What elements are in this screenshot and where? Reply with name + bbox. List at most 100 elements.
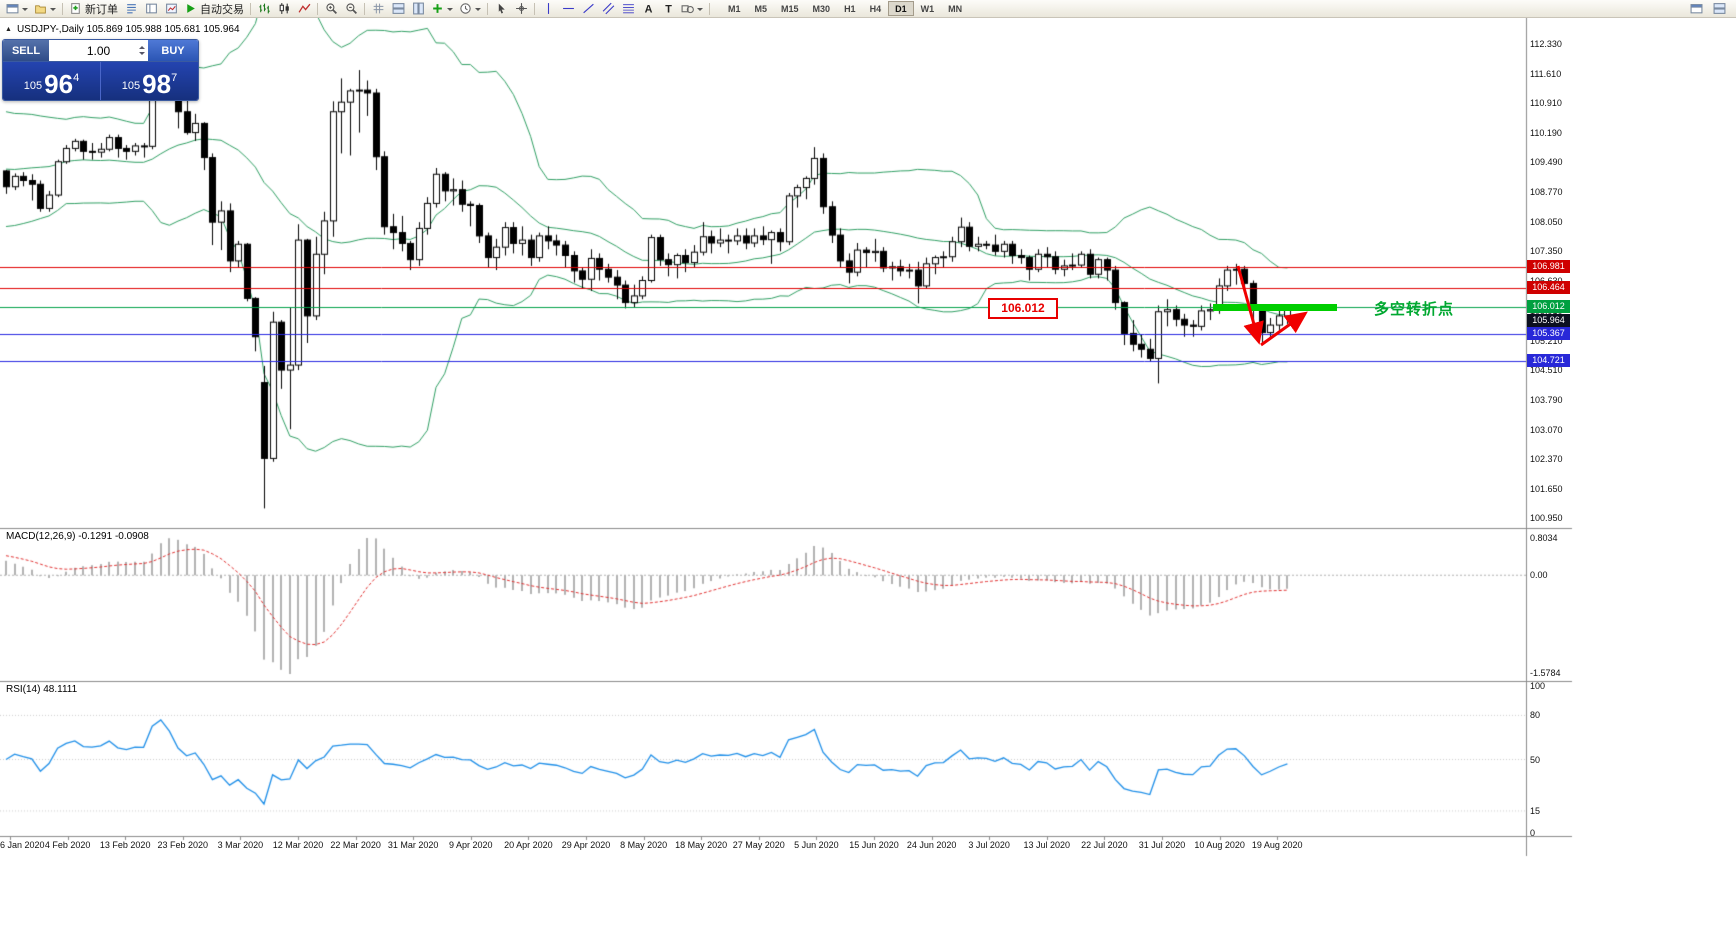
- price-axis-label: 108.050: [1530, 217, 1563, 228]
- arrange-windows-button[interactable]: [408, 1, 428, 17]
- tile-windows-button[interactable]: [388, 1, 408, 17]
- volume-value: 1.00: [86, 43, 111, 58]
- toolbar-separator: [709, 2, 710, 15]
- timeframe-mn-button[interactable]: MN: [941, 1, 969, 16]
- chevron-down-icon: [50, 7, 56, 14]
- date-axis-label: 20 Apr 2020: [504, 840, 553, 850]
- text-label-icon: T: [665, 3, 672, 15]
- arrows-shapes-button[interactable]: [678, 1, 706, 17]
- candlestick-chart-button[interactable]: [274, 1, 294, 17]
- turning-point-line[interactable]: [1213, 304, 1337, 311]
- auto-trading-button[interactable]: 自动交易: [181, 1, 247, 17]
- zoom-out-button[interactable]: [341, 1, 361, 17]
- market-watch-button[interactable]: [121, 1, 141, 17]
- timeframe-m30-button[interactable]: M30: [806, 1, 838, 16]
- text-button[interactable]: A: [638, 1, 658, 17]
- docking-button[interactable]: [1686, 1, 1706, 17]
- new-order-button[interactable]: 新订单: [66, 1, 121, 17]
- timeframe-h1-button[interactable]: H1: [837, 1, 863, 16]
- chart-header: ▲ USDJPY-,Daily 105.869 105.988 105.681 …: [5, 24, 240, 35]
- date-axis-label: 4 Feb 2020: [44, 840, 91, 850]
- candlestick-chart-icon: [279, 3, 289, 14]
- timeframe-m1-button[interactable]: M1: [721, 1, 748, 16]
- equidistant-channel-icon: [602, 2, 614, 15]
- vertical-line-button[interactable]: [538, 1, 558, 17]
- timeframe-m15-button[interactable]: M15: [774, 1, 806, 16]
- trendline-button[interactable]: [578, 1, 598, 17]
- line-chart-button[interactable]: [294, 1, 314, 17]
- auto-trading-button-label: 自动交易: [200, 3, 244, 16]
- toolbar-separator: [534, 2, 535, 15]
- sell-button[interactable]: SELL: [3, 40, 49, 61]
- toolbar-right-group: [1686, 1, 1733, 17]
- timeframe-w1-button[interactable]: W1: [914, 1, 942, 16]
- periods-button[interactable]: [456, 1, 484, 17]
- chart-region: ▲ USDJPY-,Daily 105.869 105.988 105.681 …: [0, 18, 1736, 942]
- vertical-line-icon: [547, 3, 549, 14]
- grid-icon: [373, 3, 383, 14]
- sell-price[interactable]: 105 96 4: [3, 62, 101, 100]
- grid-button[interactable]: [368, 1, 388, 17]
- volume-input[interactable]: 1.00: [49, 40, 148, 61]
- price-axis-label: 100.950: [1530, 513, 1563, 523]
- up-arrow[interactable]: [1260, 311, 1308, 347]
- zoom-in-icon: [325, 3, 337, 14]
- new-chart-button[interactable]: [3, 1, 31, 17]
- bar-chart-button[interactable]: [254, 1, 274, 17]
- auto-trading-icon: [187, 4, 195, 13]
- sell-price-whole: 105: [23, 80, 43, 92]
- cursor-button[interactable]: [491, 1, 511, 17]
- text-label-button[interactable]: T: [658, 1, 678, 17]
- chart-canvas[interactable]: [0, 18, 1580, 858]
- hline-price-badge: 104.721: [1527, 353, 1570, 367]
- fibonacci-icon: [622, 4, 634, 14]
- trend-arrows[interactable]: [1200, 256, 1330, 356]
- horizontal-line-button[interactable]: [558, 1, 578, 17]
- chart-ohlc-text: USDJPY-,Daily 105.869 105.988 105.681 10…: [16, 24, 240, 35]
- price-axis-label: 110.910: [1530, 98, 1562, 108]
- volume-down-arrow[interactable]: [138, 52, 145, 58]
- date-axis-label: 3 Jul 2020: [968, 840, 1010, 850]
- buy-price[interactable]: 105 98 7: [101, 62, 198, 100]
- data-window-button[interactable]: [141, 1, 161, 17]
- rsi-scale-label: 50: [1530, 754, 1541, 765]
- arrows-shapes-icon: [681, 5, 694, 14]
- rsi-scale-label: 0: [1530, 828, 1536, 838]
- date-axis-label: 22 Mar 2020: [330, 840, 381, 850]
- indicators-button[interactable]: [428, 1, 456, 17]
- crosshair-button[interactable]: [511, 1, 531, 17]
- chevron-down-icon: [697, 7, 703, 14]
- buy-price-pips: 98: [142, 69, 172, 99]
- price-axis-label: 108.770: [1530, 187, 1563, 198]
- macd-scale-label: 0.8034: [1530, 533, 1558, 543]
- periods-icon: [460, 3, 471, 14]
- equidistant-channel-button[interactable]: [598, 1, 618, 17]
- toolbar-separator: [364, 2, 365, 15]
- profiles-button[interactable]: [31, 1, 59, 17]
- down-arrow[interactable]: [1236, 265, 1264, 345]
- buy-button[interactable]: BUY: [148, 40, 198, 61]
- price-note-annotation[interactable]: 106.012: [988, 298, 1058, 319]
- timeframe-h4-button[interactable]: H4: [863, 1, 889, 16]
- bid-price-badge: 105.964: [1527, 314, 1570, 328]
- price-axis-label: 110.190: [1530, 128, 1562, 138]
- date-axis-label: 8 May 2020: [620, 840, 668, 850]
- date-axis-label: 12 Mar 2020: [272, 840, 324, 850]
- rsi-scale-label: 100: [1530, 681, 1546, 691]
- date-axis-label: 19 Aug 2020: [1251, 840, 1303, 850]
- chevron-down-icon: [475, 7, 481, 14]
- fibonacci-button[interactable]: [618, 1, 638, 17]
- profiles-icon: [35, 5, 46, 14]
- crosshair-icon: [515, 3, 527, 14]
- date-axis-label: 3 Mar 2020: [217, 840, 264, 850]
- timeframe-d1-button[interactable]: D1: [888, 1, 914, 16]
- zoom-in-button[interactable]: [321, 1, 341, 17]
- one-click-toggle-icon[interactable]: ▲: [5, 26, 12, 33]
- window-list-button[interactable]: [1709, 1, 1729, 17]
- strategy-tester-button[interactable]: [161, 1, 181, 17]
- timeframe-m5-button[interactable]: M5: [748, 1, 775, 16]
- indicators-icon: [433, 4, 442, 13]
- volume-up-arrow[interactable]: [138, 43, 145, 49]
- date-axis-label: 5 Jun 2020: [794, 840, 839, 850]
- text-icon: A: [644, 3, 652, 15]
